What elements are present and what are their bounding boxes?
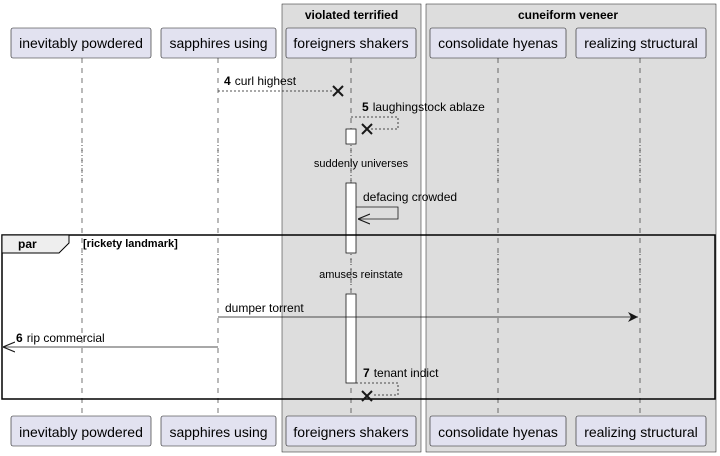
svg-text:realizing structural: realizing structural [584, 35, 698, 51]
message-number: 5 [362, 100, 369, 114]
delay-dots [81, 145, 641, 294]
svg-text:inevitably powdered: inevitably powdered [19, 35, 143, 51]
activation-bar [345, 182, 357, 254]
delay-text: amuses reinstate [319, 269, 403, 281]
activation-bars [345, 128, 357, 384]
participant-sapphires-using: sapphires using [160, 27, 277, 59]
fragment-condition: [rickety landmark] [83, 238, 178, 250]
participant-inevitably-powdered: inevitably powdered [10, 415, 152, 447]
participant-realizing-structural: realizing structural [575, 415, 707, 447]
participant-foreigners-shakers: foreigners shakers [285, 415, 417, 447]
svg-text:sapphires using: sapphires using [169, 424, 267, 440]
message-rip-commercial: 6 rip commercial [3, 331, 218, 347]
message-curl-highest: 4 curl highest [218, 74, 344, 97]
message-laughingstock-ablaze: 5 laughingstock ablaze [351, 100, 485, 135]
message-number: 7 [363, 366, 370, 380]
svg-text:foreigners shakers: foreigners shakers [293, 35, 408, 51]
message-number: 4 [224, 74, 231, 88]
delay-text: suddenly universes [314, 158, 409, 170]
message-dumper-torrent: dumper torrent [218, 301, 638, 322]
svg-text:sapphires using: sapphires using [169, 35, 267, 51]
participant-foreigners-shakers: foreigners shakers [285, 27, 417, 59]
participant-consolidate-hyenas: consolidate hyenas [429, 27, 567, 59]
participants-bottom: inevitably powdered sapphires using fore… [10, 415, 707, 447]
message-label: laughingstock ablaze [373, 100, 485, 114]
par-fragment: par [rickety landmark] [1, 234, 716, 400]
message-label: defacing crowded [363, 190, 457, 204]
box-title: cuneiform veneer [518, 8, 618, 22]
svg-text:realizing structural: realizing structural [584, 424, 698, 440]
svg-text:inevitably powdered: inevitably powdered [19, 424, 143, 440]
svg-text:consolidate hyenas: consolidate hyenas [438, 424, 558, 440]
participant-consolidate-hyenas: consolidate hyenas [429, 415, 567, 447]
participant-realizing-structural: realizing structural [575, 27, 707, 59]
destroy-icon [332, 85, 344, 97]
message-label: dumper torrent [225, 301, 304, 315]
message-tenant-indict: 7 tenant indict [356, 366, 439, 402]
box-cuneiform-veneer: cuneiform veneer [425, 3, 717, 453]
fragment-keyword: par [18, 237, 37, 251]
message-defacing-crowded: defacing crowded [356, 190, 457, 219]
destroy-icon [361, 123, 373, 135]
message-number: 6 [16, 331, 23, 345]
activation-bar [345, 293, 357, 384]
participant-inevitably-powdered: inevitably powdered [10, 27, 152, 59]
activation-bar [345, 128, 357, 145]
message-label: tenant indict [374, 366, 439, 380]
destroy-icon [361, 390, 373, 402]
svg-text:foreigners shakers: foreigners shakers [293, 424, 408, 440]
participants-top: inevitably powdered sapphires using fore… [10, 27, 707, 59]
participant-sapphires-using: sapphires using [160, 415, 277, 447]
message-label: curl highest [235, 74, 297, 88]
box-title: violated terrified [305, 8, 398, 22]
svg-text:consolidate hyenas: consolidate hyenas [438, 35, 558, 51]
message-label: rip commercial [27, 331, 105, 345]
